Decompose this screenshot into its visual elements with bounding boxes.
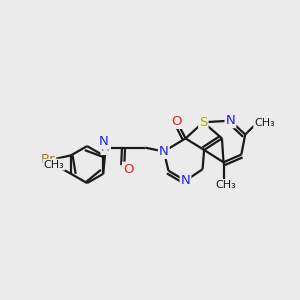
Text: S: S: [199, 116, 208, 129]
Text: N: N: [98, 135, 108, 148]
Text: CH₃: CH₃: [44, 160, 64, 170]
Text: N: N: [181, 174, 190, 187]
Text: O: O: [172, 115, 182, 128]
Text: N: N: [159, 145, 169, 158]
Text: CH₃: CH₃: [254, 118, 275, 128]
Text: CH₃: CH₃: [215, 180, 236, 190]
Text: H: H: [101, 141, 110, 154]
Text: O: O: [123, 163, 134, 176]
Text: N: N: [226, 114, 236, 127]
Text: Br: Br: [40, 153, 55, 166]
